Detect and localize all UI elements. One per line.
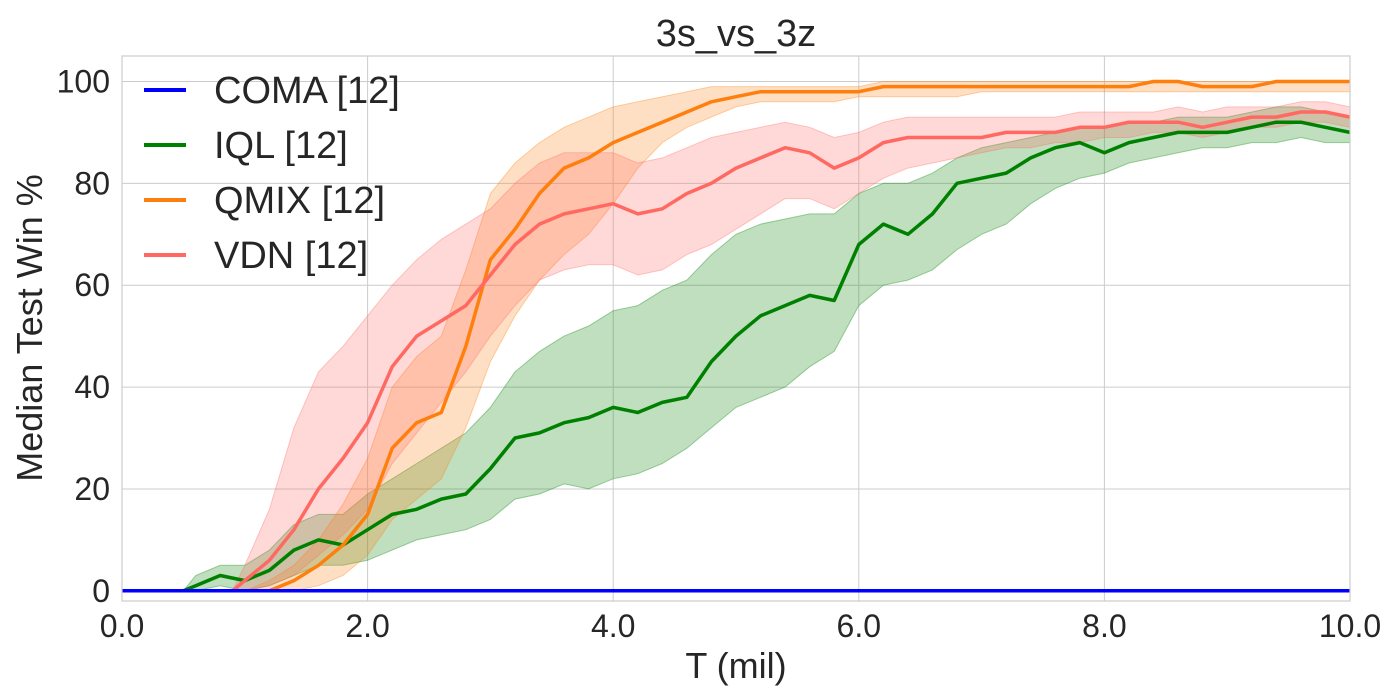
y-tick-label: 0 (92, 573, 110, 609)
x-tick-label: 8.0 (1082, 608, 1126, 644)
vdn-12-line (122, 110, 1351, 593)
y-axis-label: Median Test Win % (9, 174, 50, 481)
iql-12-legend-label: IQL [12] (214, 125, 348, 167)
x-axis-label: T (mil) (685, 645, 786, 686)
x-tick-label: 2.0 (345, 608, 389, 644)
plot-frame (121, 55, 1351, 602)
legend: COMA [12] IQL [12] QMIX [12] VDN [12] (144, 70, 400, 277)
x-tick-label: 0.0 (100, 608, 144, 644)
x-tick-label: 4.0 (591, 608, 635, 644)
x-tick-label: 10.0 (1319, 608, 1381, 644)
y-tick-label: 20 (74, 471, 110, 507)
y-tick-label: 80 (74, 165, 110, 201)
series-lines (122, 79, 1351, 593)
coma-12-legend-label: COMA [12] (214, 70, 400, 112)
x-tick-label: 6.0 (837, 608, 881, 644)
qmix-12-legend-label: QMIX [12] (214, 180, 385, 222)
plot-area (122, 56, 1350, 601)
qmix-12-line (122, 79, 1350, 593)
tick-labels: 0.0 2.0 4.0 6.0 8.0 10.0 0 20 40 60 80 100 (57, 63, 1382, 644)
y-tick-label: 60 (74, 267, 110, 303)
y-tick-label: 100 (57, 63, 110, 99)
y-tick-label: 40 (74, 369, 110, 405)
vdn-12-legend-label: VDN [12] (214, 235, 368, 277)
chart-title: 3s_vs_3z (656, 13, 817, 55)
